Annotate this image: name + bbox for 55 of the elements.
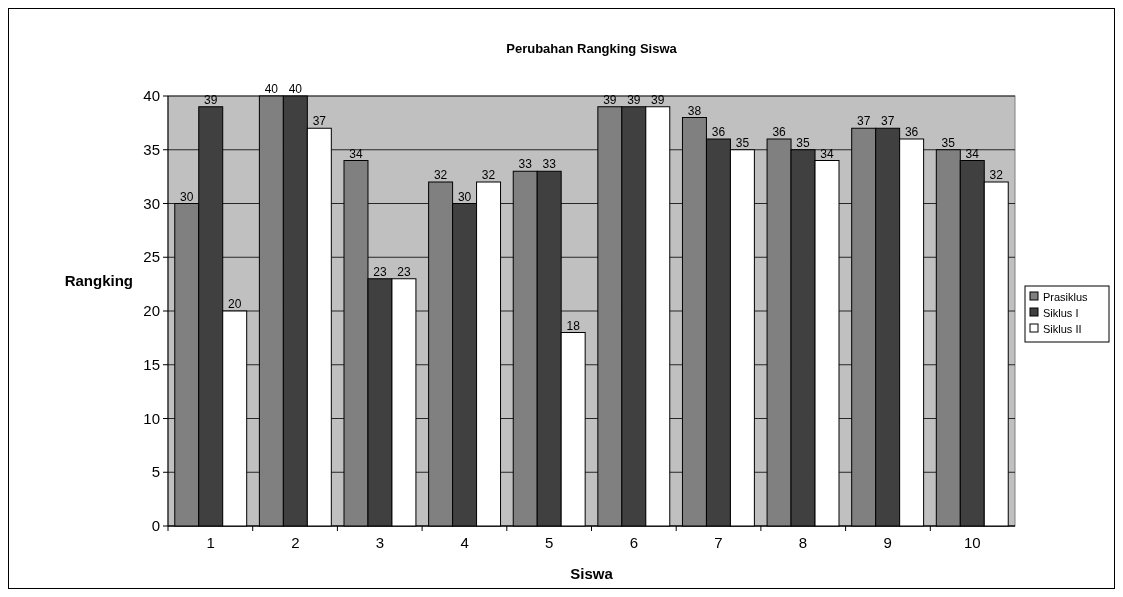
data-label: 39 xyxy=(603,92,617,107)
legend-label: Siklus II xyxy=(1043,323,1082,335)
y-tick-label: 40 xyxy=(143,87,160,104)
data-label: 37 xyxy=(880,114,895,129)
y-axis-title: Rangking xyxy=(64,272,133,289)
data-label: 37 xyxy=(312,114,327,129)
data-label: 23 xyxy=(397,264,411,279)
data-label: 18 xyxy=(566,318,581,333)
data-label: 37 xyxy=(857,114,871,129)
data-label: 36 xyxy=(772,125,787,139)
data-label: 32 xyxy=(481,168,496,182)
x-tick-label: 1 xyxy=(206,534,215,551)
y-tick-label: 25 xyxy=(143,248,160,266)
data-label: 32 xyxy=(433,168,448,182)
y-tick-label: 10 xyxy=(143,409,160,427)
x-tick-label: 7 xyxy=(714,534,723,551)
y-tick-label: 0 xyxy=(151,517,160,534)
y-tick-label: 20 xyxy=(143,302,160,319)
data-label: 32 xyxy=(989,168,1004,182)
y-tick-label: 15 xyxy=(143,355,160,373)
data-label: 35 xyxy=(735,135,750,150)
data-label: 34 xyxy=(349,146,363,161)
data-label: 35 xyxy=(941,135,956,150)
data-label: 40 xyxy=(264,82,279,96)
x-tick-label: 5 xyxy=(545,534,554,551)
data-label: 40 xyxy=(288,82,303,96)
data-label: 38 xyxy=(687,103,702,118)
x-axis-title: Siswa xyxy=(570,565,614,582)
data-label: 36 xyxy=(711,125,726,139)
data-label: 39 xyxy=(651,92,665,107)
data-label: 34 xyxy=(965,146,980,161)
data-label: 20 xyxy=(228,297,242,311)
x-tick-label: 3 xyxy=(375,534,385,551)
data-label: 34 xyxy=(820,146,835,161)
data-label: 33 xyxy=(518,157,533,172)
data-label: 36 xyxy=(904,125,919,139)
data-label: 35 xyxy=(796,135,811,150)
data-label: 30 xyxy=(180,189,194,204)
data-label: 39 xyxy=(204,92,218,107)
x-tick-label: 8 xyxy=(798,534,808,551)
x-tick-label: 2 xyxy=(291,534,300,551)
y-tick-label: 35 xyxy=(143,140,160,158)
data-label: 23 xyxy=(373,264,387,279)
x-tick-label: 10 xyxy=(963,534,981,551)
y-tick-label: 30 xyxy=(143,194,160,212)
data-label: 39 xyxy=(627,92,641,107)
x-tick-label: 6 xyxy=(629,534,638,551)
y-tick-label: 5 xyxy=(151,463,160,481)
legend-label: Siklus I xyxy=(1043,307,1079,319)
chart-title: Perubahan Rangking Siswa xyxy=(506,41,678,56)
legend-label: Prasiklus xyxy=(1043,291,1089,303)
data-label: 30 xyxy=(457,189,472,204)
data-label: 33 xyxy=(542,157,557,172)
x-tick-label: 4 xyxy=(460,534,469,551)
x-tick-label: 9 xyxy=(883,534,892,551)
